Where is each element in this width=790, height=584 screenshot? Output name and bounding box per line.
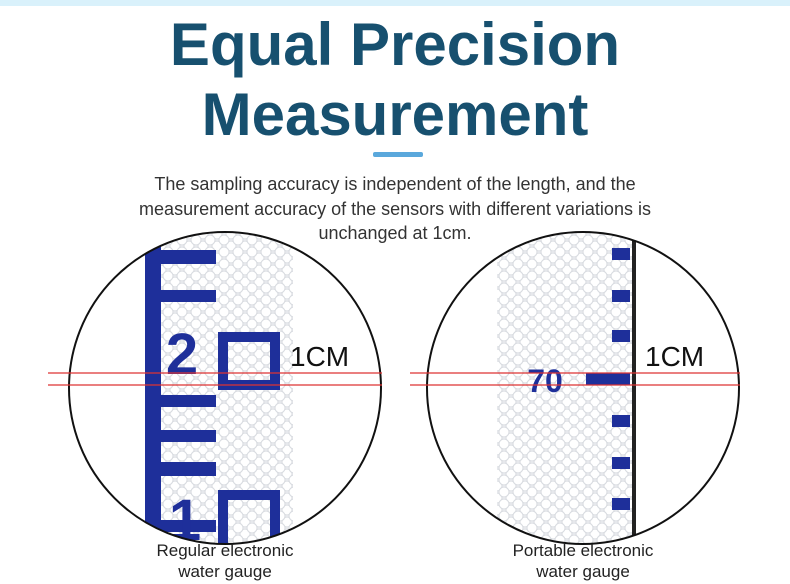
title: Measurement bbox=[202, 81, 589, 148]
scale-label: 1CM bbox=[645, 341, 704, 372]
scale-label: 1CM bbox=[290, 341, 349, 372]
divider bbox=[373, 152, 423, 157]
gauge-number: 70 bbox=[527, 363, 563, 399]
caption: Regular electronic bbox=[156, 541, 294, 560]
top-stripe bbox=[0, 0, 790, 6]
caption: Portable electronic bbox=[513, 541, 654, 560]
description: measurement accuracy of the sensors with… bbox=[139, 199, 651, 219]
caption: water gauge bbox=[177, 562, 272, 581]
lens-border bbox=[426, 231, 740, 545]
lens: 70 bbox=[427, 232, 739, 544]
title: Equal Precision bbox=[170, 11, 620, 78]
caption: water gauge bbox=[535, 562, 630, 581]
lens: 2 1 bbox=[69, 232, 381, 544]
description: The sampling accuracy is independent of … bbox=[154, 174, 635, 194]
gauge-number: 2 bbox=[166, 322, 198, 387]
description: unchanged at 1cm. bbox=[318, 223, 471, 243]
lens-border bbox=[68, 231, 382, 545]
